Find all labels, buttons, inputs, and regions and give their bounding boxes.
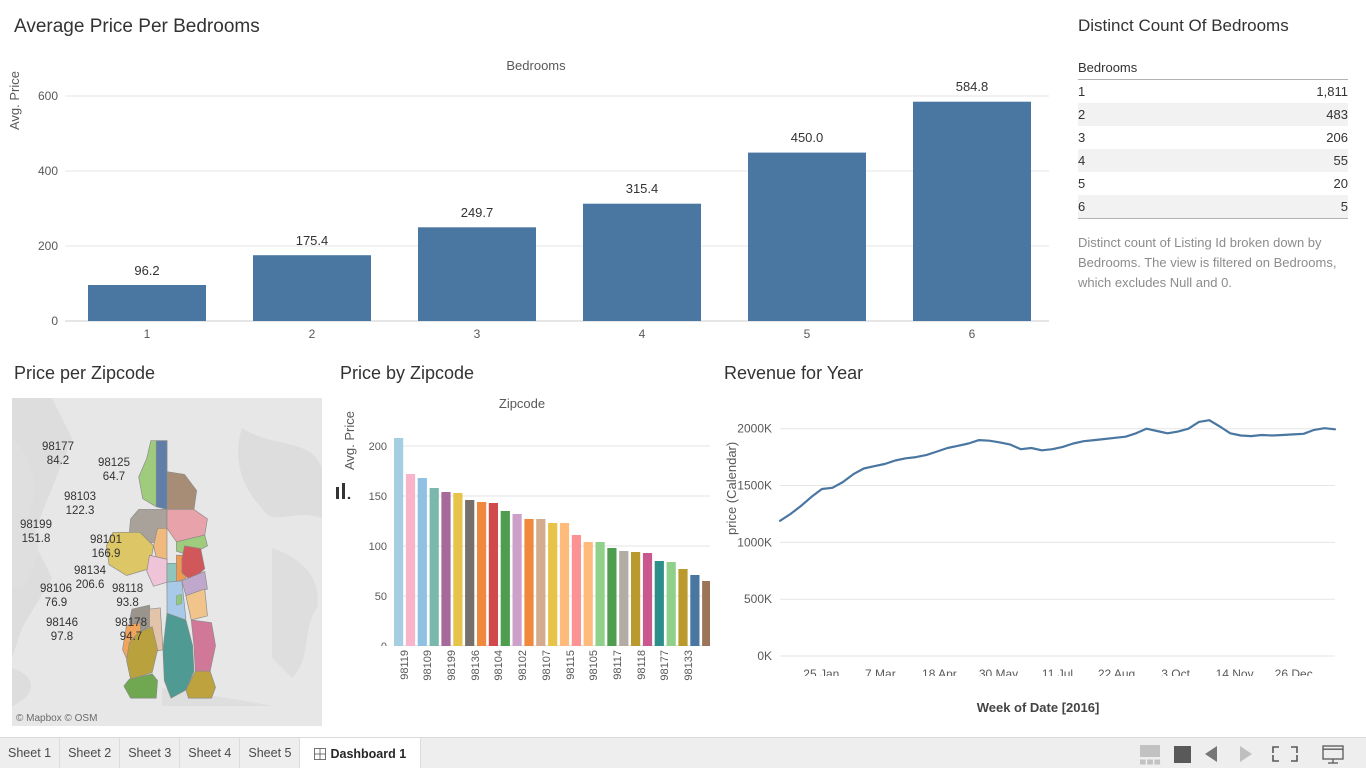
svg-text:50: 50 [375,591,387,603]
svg-text:18 Apr: 18 Apr [922,667,957,676]
svg-text:14 Nov: 14 Nov [1216,667,1254,676]
svg-text:584.8: 584.8 [956,79,989,94]
svg-text:30 May: 30 May [979,667,1018,676]
svg-text:4: 4 [639,327,646,341]
svg-text:0: 0 [381,641,387,646]
svg-text:0K: 0K [757,649,772,663]
svg-text:3 Oct: 3 Oct [1161,667,1190,676]
svg-text:200: 200 [369,441,387,453]
svg-text:175.4: 175.4 [296,233,329,248]
svg-text:1500K: 1500K [737,479,772,493]
svg-text:6: 6 [969,327,976,341]
svg-text:7 Mar: 7 Mar [865,667,896,676]
svg-text:150: 150 [369,491,387,503]
svg-text:315.4: 315.4 [626,181,659,196]
svg-text:600: 600 [38,89,58,103]
svg-text:25 Jan: 25 Jan [803,667,839,676]
svg-text:3: 3 [474,327,481,341]
svg-text:2000K: 2000K [737,422,772,436]
svg-text:249.7: 249.7 [461,205,494,220]
svg-text:450.0: 450.0 [791,130,824,145]
svg-text:22 Aug: 22 Aug [1098,667,1135,676]
svg-text:400: 400 [38,164,58,178]
svg-text:26 Dec: 26 Dec [1275,667,1313,676]
svg-text:2: 2 [309,327,316,341]
svg-text:1: 1 [144,327,151,341]
svg-text:0: 0 [51,314,58,328]
svg-text:5: 5 [804,327,811,341]
svg-text:1000K: 1000K [737,535,772,549]
svg-text:11 Jul: 11 Jul [1042,667,1073,676]
svg-text:96.2: 96.2 [134,263,159,278]
svg-text:100: 100 [369,541,387,553]
svg-text:200: 200 [38,239,58,253]
svg-text:500K: 500K [744,592,772,606]
